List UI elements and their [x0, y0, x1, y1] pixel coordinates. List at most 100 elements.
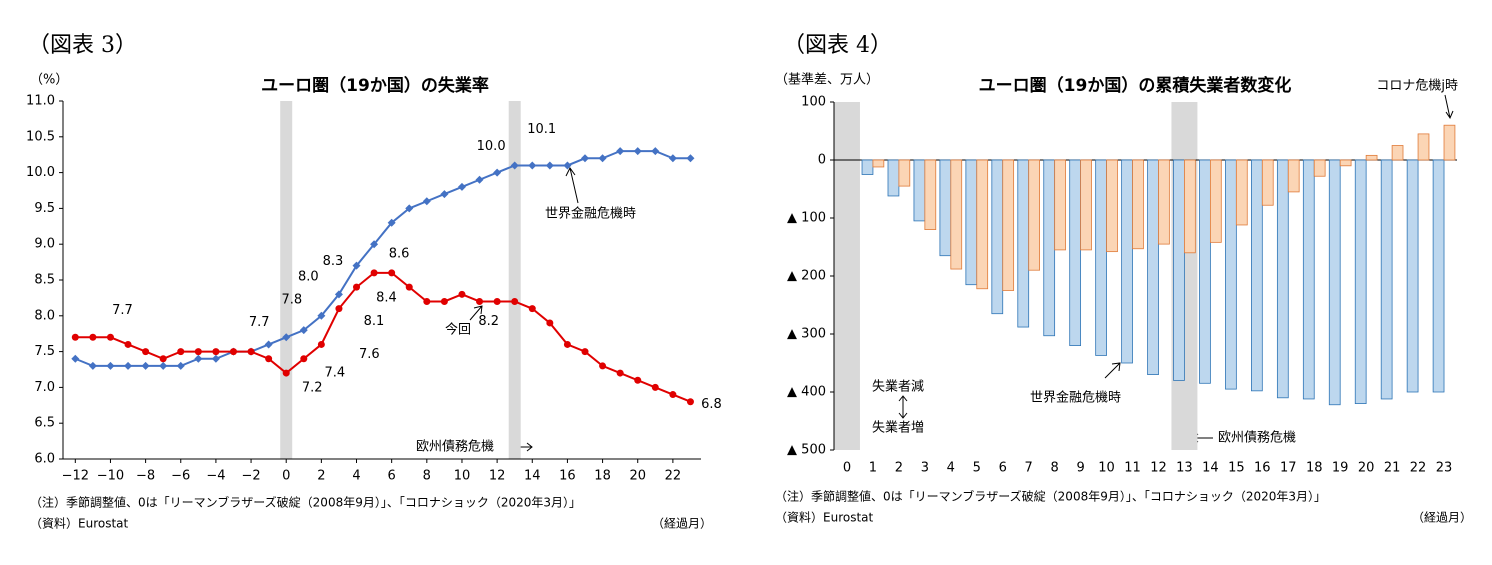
- y-tick-label: 7.5: [34, 344, 55, 359]
- point: [668, 154, 677, 163]
- source: （資料）Eurostat: [775, 511, 874, 525]
- x-tick-label: 7: [1025, 461, 1033, 476]
- x-tick-label: 0: [843, 461, 851, 476]
- x-tick-label: 12: [1150, 461, 1167, 476]
- point: [194, 354, 203, 363]
- source: （資料）Eurostat: [30, 517, 129, 531]
- point: [493, 297, 501, 305]
- point: [353, 283, 361, 291]
- bar: [1069, 159, 1082, 347]
- x-tick-label: 9: [1076, 461, 1084, 476]
- point: [264, 340, 273, 349]
- shaded-band: [834, 102, 860, 450]
- bar: [1095, 159, 1107, 356]
- bar: [1302, 159, 1315, 400]
- arrow: [898, 395, 908, 419]
- point: [598, 154, 607, 163]
- x-tick-label: 18: [1306, 461, 1323, 476]
- x-tick-label: 5: [973, 461, 981, 476]
- bar: [1339, 159, 1352, 167]
- x-tick-label: 18: [594, 469, 611, 484]
- bar: [1417, 133, 1430, 161]
- x-tick-label: 13: [1176, 461, 1193, 476]
- point: [352, 261, 361, 270]
- point: [563, 340, 571, 348]
- bar: [965, 159, 978, 286]
- point: [212, 348, 220, 356]
- bar: [1443, 124, 1456, 161]
- x-tick-label: −4: [206, 469, 225, 484]
- bar: [950, 159, 963, 270]
- bar: [1391, 145, 1404, 161]
- point: [282, 369, 290, 377]
- bar: [1287, 159, 1300, 193]
- bar: [1147, 159, 1159, 376]
- x-tick-label: 8: [423, 469, 431, 484]
- bar: [1365, 154, 1378, 161]
- x-tick-label: 14: [1202, 461, 1219, 476]
- bar: [1261, 159, 1274, 206]
- point: [387, 218, 396, 227]
- point: [528, 305, 536, 313]
- point: [510, 161, 519, 170]
- x-tick-label: −8: [136, 469, 155, 484]
- series-label: 今回: [445, 322, 471, 338]
- bar: [1017, 159, 1030, 328]
- arrow: [565, 167, 579, 204]
- annotation: 失業者減: [872, 379, 924, 395]
- point: [88, 361, 97, 370]
- series-label: 世界金融危機時: [1030, 390, 1121, 406]
- point: [511, 297, 519, 305]
- bar: [861, 159, 874, 175]
- data-label: 8.1: [364, 314, 385, 329]
- y-tick-label: 0: [818, 153, 826, 168]
- note: （注）季節調整値、0は「リーマンブラザーズ破綻（2008年9月）」、「コロナショ…: [775, 489, 1326, 504]
- bar: [1158, 159, 1170, 245]
- point: [651, 147, 660, 156]
- data-label: 8.4: [376, 291, 397, 306]
- y-tick-label: ▲ 500: [787, 443, 826, 458]
- bar: [1173, 159, 1185, 381]
- point: [493, 168, 502, 177]
- data-label: 8.3: [323, 254, 344, 269]
- point: [106, 361, 115, 370]
- x-tick-label: 4: [947, 461, 955, 476]
- bar: [1432, 159, 1445, 393]
- y-tick-label: ▲ 400: [787, 385, 826, 400]
- x-tick-label: −6: [171, 469, 190, 484]
- point: [176, 361, 185, 370]
- bar: [1276, 159, 1289, 399]
- x-tick-label: 20: [629, 469, 646, 484]
- point: [457, 182, 466, 191]
- point: [440, 190, 449, 199]
- x-tick-label: 21: [1384, 461, 1401, 476]
- x-tick-label: 3: [921, 461, 929, 476]
- bar: [1054, 159, 1066, 251]
- x-tick-label: −12: [62, 469, 89, 484]
- x-tick-label: 16: [559, 469, 576, 484]
- bar: [898, 159, 911, 187]
- x-tick-label: 4: [352, 469, 360, 484]
- data-label: 7.6: [359, 347, 380, 362]
- x-axis-label: （経過月）: [1412, 511, 1472, 525]
- point: [405, 204, 414, 213]
- point: [563, 161, 572, 170]
- data-label: 7.8: [281, 293, 302, 308]
- point: [335, 305, 343, 313]
- data-label: 7.2: [302, 381, 323, 396]
- point: [616, 147, 625, 156]
- data-label: 8.6: [389, 246, 410, 261]
- x-tick-label: 22: [665, 469, 682, 484]
- point: [476, 297, 484, 305]
- point: [423, 297, 431, 305]
- bar: [1251, 159, 1263, 392]
- bar: [1313, 159, 1326, 177]
- point: [71, 354, 80, 363]
- x-tick-label: 10: [1098, 461, 1115, 476]
- figure-label: （図表 4）: [783, 33, 892, 58]
- bar: [924, 159, 937, 230]
- y-tick-label: 100: [801, 95, 826, 110]
- point: [545, 161, 554, 170]
- point: [405, 283, 413, 291]
